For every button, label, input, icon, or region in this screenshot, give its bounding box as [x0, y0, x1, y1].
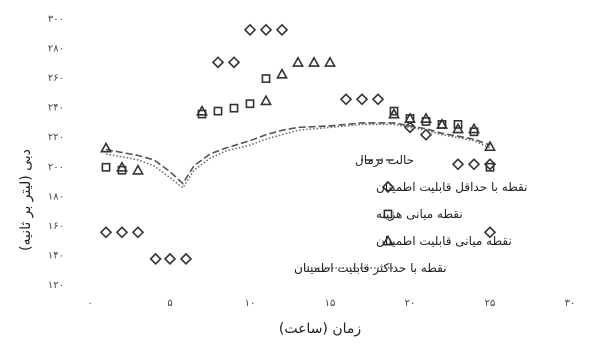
data-point: [468, 122, 480, 134]
legend-label: نقطه با حداقل قابلیت اطمینان: [376, 180, 527, 194]
data-point: [419, 128, 433, 141]
series-line: [105, 122, 491, 185]
x-tick-label: ۲۰: [405, 298, 416, 309]
data-point: [484, 140, 496, 152]
data-point: [179, 252, 193, 266]
data-point: [227, 56, 241, 69]
y-tick-label: ۱۴۰: [48, 250, 64, 261]
legend-item: حالت نرمال: [355, 153, 414, 168]
data-point: [149, 252, 162, 266]
y-tick-label: ۲۸۰: [48, 44, 64, 55]
x-axis-label: زمان (ساعت): [279, 321, 361, 337]
y-tick-label: ۳۰۰: [48, 14, 64, 25]
y-tick-label: ۱۸۰: [48, 191, 64, 202]
data-point: [483, 226, 497, 239]
y-tick-label: ۲۴۰: [48, 103, 64, 114]
data-point: [211, 56, 225, 69]
x-tick-label: ۳۰: [565, 298, 576, 309]
data-point: [292, 56, 304, 67]
legend-label: نقطه میانی هزینه: [376, 207, 463, 222]
legend-item: نقطه میانی قابلیت اطمینان: [376, 234, 512, 248]
legend-diamond-symbol: [381, 180, 395, 194]
data-point: [260, 94, 272, 106]
data-point: [276, 67, 288, 79]
data-point: [116, 161, 128, 172]
data-point: [99, 226, 113, 239]
data-point: [163, 252, 177, 266]
legend-label: حالت نرمال: [355, 153, 414, 168]
data-point: [100, 141, 112, 153]
data-point: [483, 158, 497, 171]
data-point: [453, 120, 463, 129]
legend-label: نقطه میانی قابلیت اطمینان: [376, 234, 512, 248]
data-point: [259, 23, 273, 36]
data-point: [339, 93, 353, 106]
x-tick-label: ۵: [167, 298, 172, 309]
legend-triangle-symbol: [382, 234, 394, 246]
data-point: [275, 23, 289, 36]
series-triangle: [100, 56, 496, 175]
series-diamond: [99, 23, 497, 266]
data-point: [243, 23, 257, 36]
data-point: [308, 56, 320, 67]
series-line: [105, 123, 491, 190]
data-point: [436, 118, 448, 129]
data-point: [452, 122, 464, 134]
series-dotted-line: [105, 123, 491, 190]
data-point: [485, 162, 495, 172]
data-point: [115, 226, 129, 239]
y-tick-label: ۲۶۰: [48, 73, 64, 84]
y-tick-label: ۱۶۰: [48, 221, 64, 232]
data-point: [324, 56, 336, 67]
y-tick-label: ۲۲۰: [48, 132, 64, 143]
x-tick-label: ۰: [87, 298, 92, 309]
legend-square-symbol: [383, 209, 393, 219]
legend-item: نقطه با حداقل قابلیت اطمینان: [376, 180, 527, 194]
x-tick-label: ۱۵: [325, 298, 336, 309]
legend: حالت نرمال نقطه با حداقل قابلیت اطمینان نق…: [294, 153, 527, 276]
legend-item: نقطه با حداکثر قابلیت اطمینان: [294, 261, 447, 276]
x-tick-label: ۲۵: [485, 298, 496, 309]
data-point: [451, 158, 465, 171]
legend-label: نقطه با حداکثر قابلیت اطمینان: [294, 261, 447, 276]
data-point: [355, 93, 369, 106]
y-tick-label: ۲۰۰: [48, 162, 64, 173]
data-point: [404, 112, 416, 123]
data-point: [420, 112, 432, 123]
data-point: [131, 226, 145, 239]
y-tick-labels: ۱۲۰ ۱۴۰ ۱۶۰ ۱۸۰ ۲۰۰ ۲۲۰ ۲۴۰ ۲۶۰ ۲۸۰ ۳۰۰: [48, 14, 64, 291]
data-point: [213, 106, 223, 116]
data-point: [467, 158, 481, 171]
y-axis-label: دبی (لیتر بر ثانیه): [18, 149, 34, 251]
data-point: [229, 103, 239, 113]
x-tick-label: ۱۰: [245, 298, 256, 309]
series-dashed-line: [105, 122, 491, 185]
data-point: [132, 163, 144, 175]
data-point: [101, 162, 111, 172]
legend-item: نقطه میانی هزینه: [376, 207, 463, 222]
x-tick-labels: ۰ ۵ ۱۰ ۱۵ ۲۰ ۲۵ ۳۰: [87, 298, 575, 309]
data-point: [389, 106, 399, 116]
series-layer: [99, 23, 497, 266]
y-tick-label: ۱۲۰: [48, 280, 64, 291]
data-point: [261, 74, 271, 83]
data-point: [196, 104, 208, 116]
data-point: [245, 99, 255, 109]
data-point: [388, 107, 400, 119]
data-point: [371, 93, 385, 106]
data-point: [403, 121, 417, 134]
